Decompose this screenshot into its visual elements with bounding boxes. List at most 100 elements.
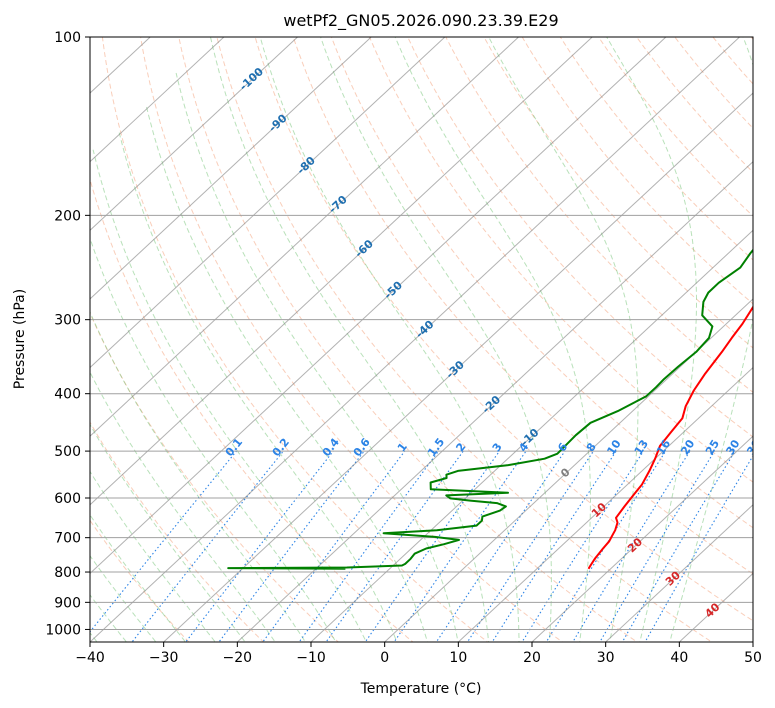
mixing-ratio-line <box>435 450 566 642</box>
y-tick-label: 600 <box>54 491 81 507</box>
isotherm <box>383 298 753 642</box>
x-tick-label: 20 <box>523 650 541 666</box>
y-tick-label: 1000 <box>45 622 81 638</box>
plot-frame <box>89 36 754 643</box>
dry-adiabat <box>712 37 753 85</box>
moist-adiabat <box>145 104 429 642</box>
mixing-ratio-label: 0.6 <box>351 435 373 459</box>
moist-adiabat <box>210 37 490 642</box>
y-tick-label: 200 <box>54 208 81 224</box>
mixing-ratio-label: 3 <box>490 441 505 455</box>
mixing-ratio-lines <box>90 450 753 642</box>
isotherm <box>90 37 667 575</box>
mixing-ratio-label: 1.5 <box>425 436 447 459</box>
moist-adiabat <box>90 513 187 642</box>
isotherm <box>310 229 753 642</box>
mixing-ratio-label: 2 <box>453 440 468 454</box>
dry-adiabat <box>445 37 753 393</box>
isotherm <box>90 37 372 300</box>
dry-adiabat <box>597 37 753 217</box>
y-tick-label: 700 <box>54 531 81 547</box>
dry-adiabat <box>90 421 265 642</box>
dry-adiabat <box>90 311 339 642</box>
moist-adiabat <box>90 594 128 642</box>
moist-adiabat <box>90 470 216 642</box>
x-tick-label: −40 <box>75 650 105 666</box>
dewpoint-profile <box>227 248 753 570</box>
data-series <box>227 248 753 570</box>
dry-adiabat <box>483 37 753 349</box>
moist-adiabats <box>90 37 753 642</box>
mixing-ratio-label: 1 <box>395 440 410 454</box>
dry-adiabat <box>178 37 638 642</box>
isotherms <box>90 37 753 642</box>
moist-adiabat <box>259 37 520 642</box>
mixing-ratio-label: 20 <box>678 437 697 457</box>
isotherm <box>457 366 753 642</box>
y-tick-label: 500 <box>54 444 81 460</box>
plot-area: -100-90-80-70-60-50-40-30-20-10010203040… <box>90 37 763 642</box>
dry-adiabat <box>330 37 753 529</box>
mixing-ratio-label: 36 <box>744 437 763 457</box>
isotherm <box>90 37 741 642</box>
mixing-ratio-line <box>262 450 406 642</box>
moist-adiabat <box>320 37 552 642</box>
isotherm <box>90 37 593 506</box>
isobars <box>90 37 753 630</box>
mixing-ratio-line <box>325 450 464 642</box>
x-axis-title: Temperature (°C) <box>360 681 482 697</box>
isotherm <box>90 37 446 369</box>
dry-adiabat <box>90 519 190 642</box>
isotherm <box>752 641 753 642</box>
x-tick-label: 10 <box>449 650 467 666</box>
moist-adiabat <box>90 236 337 642</box>
mixing-ratio-label: 0.2 <box>270 436 292 459</box>
mixing-ratio-line <box>218 450 365 642</box>
y-tick-label: 100 <box>54 30 81 46</box>
isotherm-label: -100 <box>237 65 266 94</box>
moist-adiabat <box>90 423 246 642</box>
y-tick-label: 900 <box>54 595 81 611</box>
dry-adiabat <box>368 37 753 483</box>
dry-adiabat <box>407 37 753 438</box>
y-tick-label: 400 <box>54 387 81 403</box>
x-tick-label: −10 <box>296 650 326 666</box>
x-tick-label: −30 <box>149 650 179 666</box>
dry-adiabat <box>674 37 753 129</box>
y-tick-label: 300 <box>54 313 81 329</box>
x-tick-label: 50 <box>744 650 762 666</box>
dry-adiabat <box>90 177 414 642</box>
isotherm <box>162 92 753 642</box>
dry-adiabat <box>750 37 753 40</box>
isotherm <box>90 37 225 163</box>
mixing-ratio-label: 10 <box>604 437 624 457</box>
temperature-profile <box>587 305 753 570</box>
moist-adiabat <box>90 371 276 642</box>
dry-adiabat <box>292 37 753 575</box>
x-tick-label: 0 <box>380 650 389 666</box>
y-axis: 1000 900 800 700 600 500 400 300 200 100 <box>45 30 90 638</box>
dry-adiabat <box>216 37 713 642</box>
mixing-ratio-line <box>90 450 237 633</box>
dry-adiabat <box>140 37 564 642</box>
isotherm <box>90 37 299 232</box>
mixing-ratio-line <box>466 450 594 642</box>
mixing-ratio-label: 30 <box>724 437 743 457</box>
mixing-ratio-label: 8 <box>584 441 599 455</box>
mixing-ratio-label: 13 <box>632 437 651 457</box>
x-tick-label: −20 <box>223 650 253 666</box>
dry-adiabat <box>254 37 753 622</box>
dry-adiabat <box>521 37 753 305</box>
moist-adiabat <box>669 37 753 642</box>
mixing-ratio-label: 25 <box>703 437 722 457</box>
x-axis: −40 −30 −20 −10 0 10 20 30 40 50 <box>75 642 762 666</box>
mixing-ratio-line <box>185 450 334 642</box>
x-tick-label: 40 <box>670 650 688 666</box>
chart-title: wetPf2_GN05.2026.090.23.39.E29 <box>283 11 558 31</box>
y-axis-title: Pressure (hPa) <box>12 289 28 389</box>
moist-adiabat <box>92 149 367 642</box>
moist-adiabat <box>606 37 697 642</box>
moist-adiabat <box>175 72 459 642</box>
isotherm <box>236 161 753 642</box>
